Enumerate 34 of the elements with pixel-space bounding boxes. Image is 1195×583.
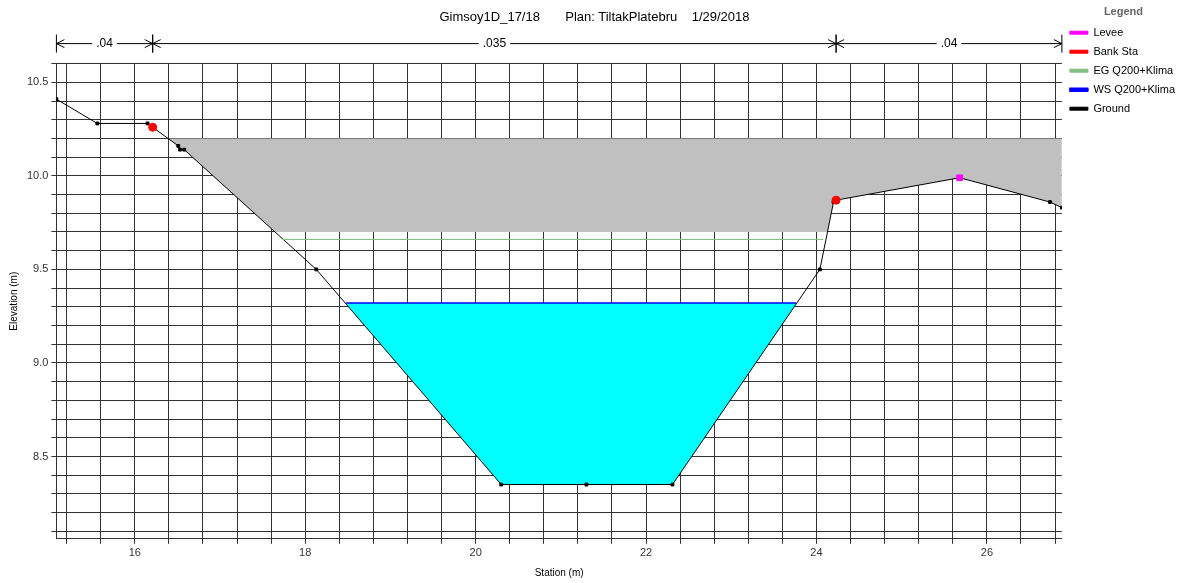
legend-title: Legend — [1103, 4, 1144, 17]
chart-title: Gimsoy1D_17/18 Plan: TiltakPlatebru 1/29/2018 — [439, 9, 750, 25]
text: .04 — [96, 35, 114, 50]
x-tick-label: 24 — [810, 546, 823, 559]
x-tick-label: 16 — [128, 546, 141, 559]
point — [499, 482, 504, 487]
y-tick-label: 8.5 — [33, 449, 49, 462]
point — [95, 121, 100, 126]
point — [817, 267, 822, 272]
point — [670, 482, 675, 487]
legend-label: Ground — [1093, 101, 1131, 114]
x-tick-label: 22 — [639, 546, 653, 559]
point — [145, 121, 150, 126]
legend-label: Levee — [1093, 25, 1124, 38]
point — [584, 482, 589, 487]
point — [1048, 200, 1052, 204]
x-tick-label: 26 — [980, 546, 994, 559]
y-axis-title: Elevation (m) — [7, 271, 19, 331]
x-tick-label: 18 — [299, 546, 312, 559]
point — [176, 144, 181, 148]
x-tick-label: 20 — [469, 546, 482, 559]
y-tick-label: 9.0 — [33, 355, 49, 368]
legend-label: EG Q200+Klima — [1093, 63, 1175, 76]
text: .04 — [940, 35, 958, 50]
point — [178, 147, 182, 152]
y-tick-label: 9.5 — [33, 262, 49, 275]
point — [314, 267, 319, 272]
y-tick-label: 10.0 — [26, 168, 49, 181]
text: .035 — [482, 35, 507, 50]
y-tick-label: 10.5 — [26, 75, 49, 88]
x-axis-title: Station (m) — [534, 566, 584, 578]
legend-label: WS Q200+Klima — [1093, 82, 1176, 95]
legend-label: Bank Sta — [1093, 44, 1139, 57]
point — [182, 147, 187, 152]
